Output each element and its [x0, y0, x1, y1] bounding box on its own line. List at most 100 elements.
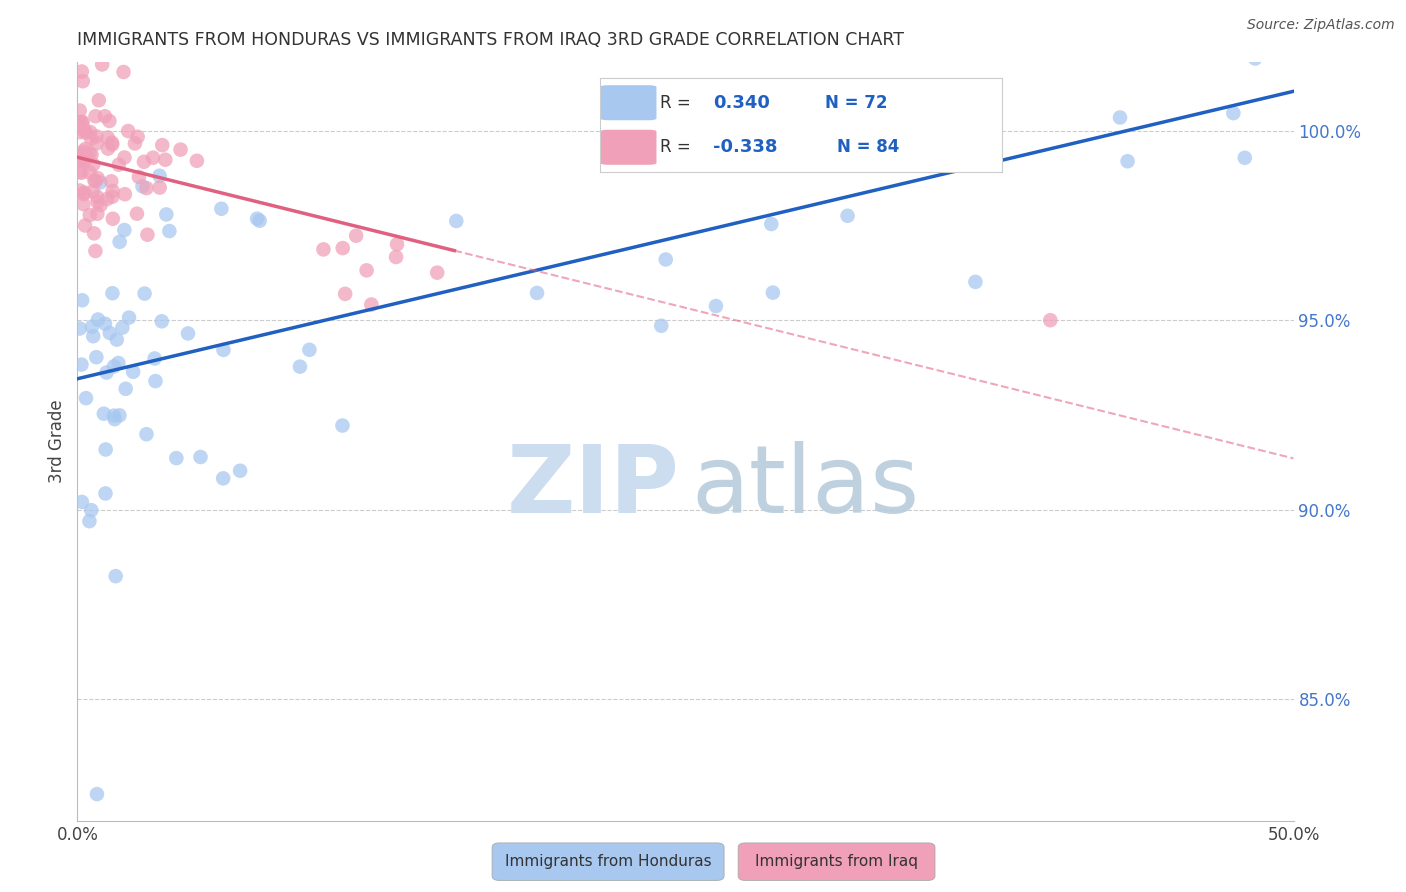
Point — [69, 125, 91, 139]
Point — [73, 187, 96, 202]
Point — [72, 145, 94, 159]
Point — [70, 293, 93, 308]
Point — [80, 131, 103, 145]
Point — [190, 450, 212, 464]
Point — [229, 464, 252, 478]
Point — [117, 124, 139, 138]
Point — [132, 154, 155, 169]
Point — [101, 137, 124, 152]
Point — [69, 165, 91, 179]
Text: IMMIGRANTS FROM HONDURAS VS IMMIGRANTS FROM IRAQ 3RD GRADE CORRELATION CHART: IMMIGRANTS FROM HONDURAS VS IMMIGRANTS F… — [77, 31, 904, 49]
Text: ZIP: ZIP — [506, 441, 679, 533]
Point — [212, 471, 235, 485]
Point — [80, 319, 103, 334]
Y-axis label: 3rd Grade: 3rd Grade — [48, 400, 66, 483]
Point — [150, 314, 173, 328]
Point — [145, 374, 167, 388]
Point — [124, 136, 146, 151]
Point — [84, 109, 107, 123]
Point — [108, 409, 131, 423]
Point — [79, 125, 101, 139]
Point — [101, 190, 124, 204]
Point — [114, 382, 136, 396]
Point — [103, 359, 125, 374]
Point — [107, 158, 129, 172]
Point — [107, 356, 129, 370]
Point — [84, 174, 107, 188]
Point — [142, 151, 165, 165]
Point — [70, 166, 93, 180]
Point — [344, 228, 367, 243]
Point — [105, 333, 128, 347]
Point — [96, 366, 118, 380]
Point — [157, 224, 180, 238]
Point — [86, 195, 108, 210]
Point — [86, 207, 108, 221]
Text: Immigrants from Honduras: Immigrants from Honduras — [506, 855, 711, 869]
Point — [385, 237, 408, 252]
Point — [150, 138, 173, 153]
Point — [97, 130, 120, 145]
Point — [82, 329, 104, 343]
Point — [526, 285, 548, 300]
Point — [72, 74, 94, 88]
Point — [86, 171, 108, 186]
Point — [650, 318, 672, 333]
Point — [249, 213, 271, 227]
Point — [1244, 52, 1267, 66]
Point — [70, 358, 93, 372]
Point — [75, 149, 97, 163]
Point — [114, 151, 136, 165]
Point — [101, 184, 124, 198]
Point — [80, 147, 103, 161]
Point — [103, 409, 125, 423]
Point — [148, 169, 170, 183]
Point — [94, 442, 117, 457]
Point — [87, 312, 110, 326]
Point — [1109, 111, 1132, 125]
Point — [209, 202, 232, 216]
Point — [122, 365, 145, 379]
Point — [104, 569, 127, 583]
Point — [837, 209, 859, 223]
Point — [385, 250, 408, 264]
Point — [69, 115, 91, 129]
Point — [136, 227, 159, 242]
Point — [69, 153, 91, 168]
Point — [935, 22, 957, 37]
Point — [135, 427, 157, 442]
Point — [641, 25, 664, 39]
Text: atlas: atlas — [692, 441, 920, 533]
Point — [112, 65, 135, 79]
Point — [83, 227, 105, 241]
Point — [86, 787, 108, 801]
Point — [91, 57, 114, 71]
Point — [165, 451, 187, 466]
Point — [96, 192, 118, 206]
Point — [125, 207, 148, 221]
Point — [1116, 154, 1139, 169]
Point — [761, 217, 783, 231]
Point — [69, 184, 91, 198]
Point — [332, 241, 354, 255]
Point — [246, 211, 269, 226]
Point — [882, 129, 904, 144]
Point — [155, 207, 177, 221]
Point — [82, 158, 104, 172]
Point — [654, 252, 676, 267]
Point — [70, 115, 93, 129]
Point — [332, 418, 354, 433]
Point — [75, 126, 97, 140]
Point — [79, 165, 101, 179]
Point — [104, 412, 127, 426]
Point — [108, 235, 131, 249]
Point — [155, 153, 177, 167]
Point — [72, 148, 94, 162]
Point — [101, 136, 124, 150]
Point — [98, 326, 121, 340]
Point — [333, 286, 356, 301]
Point — [83, 173, 105, 187]
Point — [127, 129, 149, 144]
Text: Source: ZipAtlas.com: Source: ZipAtlas.com — [1247, 18, 1395, 32]
Point — [135, 181, 157, 195]
